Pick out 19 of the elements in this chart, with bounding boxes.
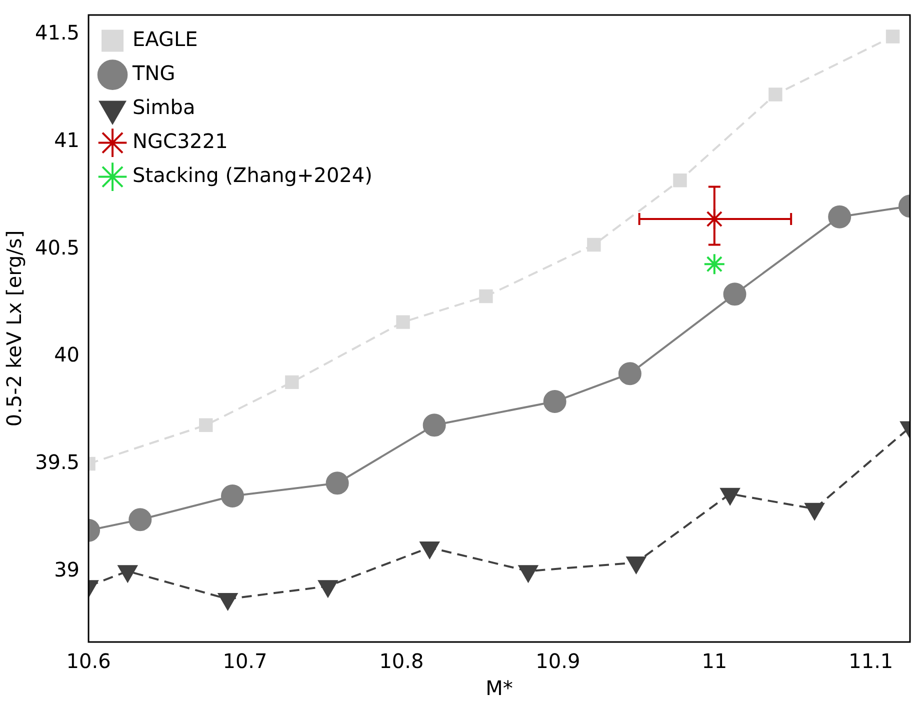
y-tick-label: 40.5 <box>35 235 80 260</box>
legend-label: TNG <box>132 61 176 86</box>
x-tick-label: 10.6 <box>66 649 111 674</box>
y-axis-title: 0.5-2 keV Lx [erg/s] <box>2 230 26 427</box>
legend-label: NGC3221 <box>132 129 228 154</box>
x-axis-title: M* <box>486 676 513 700</box>
x-tick-label: 11 <box>702 649 728 674</box>
y-tick-label: 41 <box>54 128 80 152</box>
y-tick-label: 39 <box>54 557 80 582</box>
y-tick-label: 41.5 <box>35 20 80 45</box>
y-tick-label: 40 <box>54 342 80 367</box>
x-tick-label: 10.9 <box>536 649 580 674</box>
legend-label: Stacking (Zhang+2024) <box>132 163 372 188</box>
y-tick-label: 39.5 <box>35 450 80 474</box>
x-tick-label: 10.8 <box>379 649 424 674</box>
x-tick-label: 10.7 <box>222 649 268 674</box>
legend-label: Simba <box>132 95 196 120</box>
x-tick-label: 11.1 <box>848 649 894 674</box>
legend-label: EAGLE <box>132 27 198 52</box>
